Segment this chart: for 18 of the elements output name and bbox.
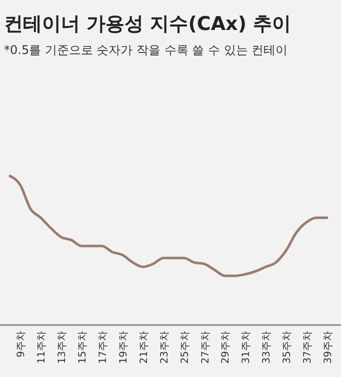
chart-title: 컨테이너 가용성 지수(CAx) 추이 [4,13,292,35]
x-tick-label: 37주차 [302,331,314,364]
chart-subtitle: *0.5를 기준으로 숫자가 작을 수록 쓸 수 있는 컨테이 [4,43,288,57]
x-tick-label: 39주차 [323,331,334,364]
x-tick-label: 17주차 [98,331,110,364]
x-tick-label: 27주차 [200,331,212,364]
x-tick-label: 21주차 [138,331,150,364]
x-tick-label: 33주차 [262,331,273,364]
x-tick-label: 9주차 [16,331,28,358]
x-tick-label: 11주차 [36,331,48,364]
x-tick-label: 23주차 [159,331,170,364]
x-tick-label: 13주차 [57,331,68,364]
x-tick-label: 25주차 [180,331,191,364]
x-tick-label: 29주차 [220,331,232,364]
x-tick-label: 31주차 [241,331,252,364]
x-tick-label: 19주차 [118,331,130,364]
x-tick-label: 15주차 [78,331,89,364]
x-tick-label: 35주차 [282,331,294,364]
